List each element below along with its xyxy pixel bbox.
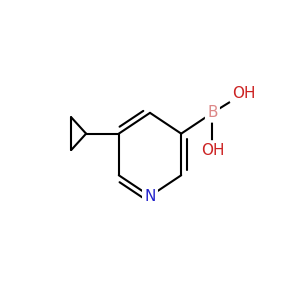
Text: N: N xyxy=(144,189,156,204)
Text: B: B xyxy=(207,105,218,120)
Text: OH: OH xyxy=(201,142,224,158)
Text: OH: OH xyxy=(232,86,255,101)
